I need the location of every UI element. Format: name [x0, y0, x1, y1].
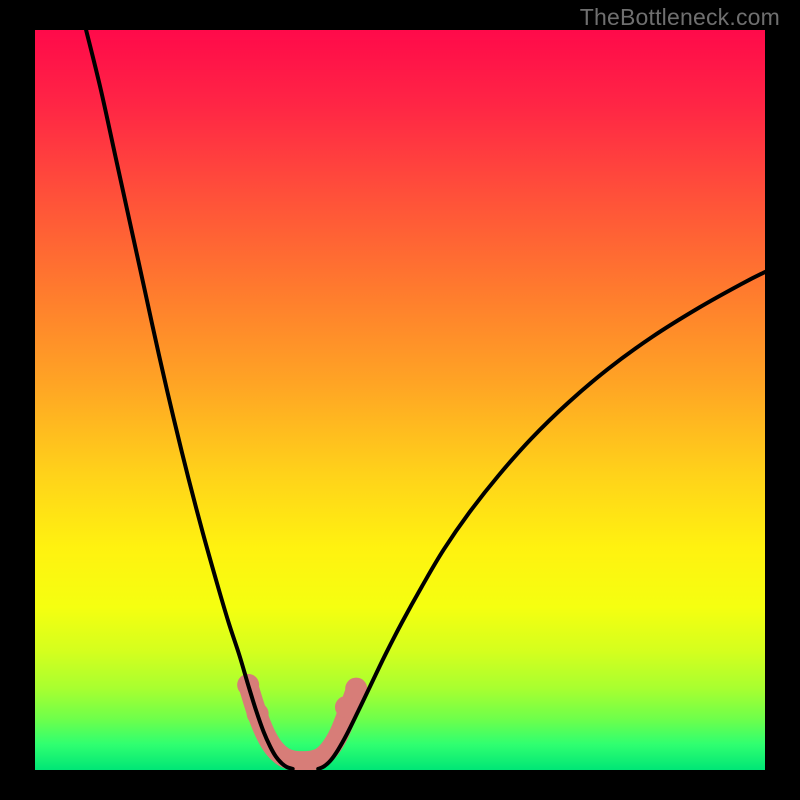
- right-curve: [318, 272, 765, 769]
- marker-dot: [335, 696, 357, 718]
- curve-layer: [35, 30, 765, 770]
- chart-stage: TheBottleneck.com: [0, 0, 800, 800]
- plot-area: [35, 30, 765, 770]
- watermark-text: TheBottleneck.com: [580, 4, 780, 31]
- left-curve: [86, 30, 293, 769]
